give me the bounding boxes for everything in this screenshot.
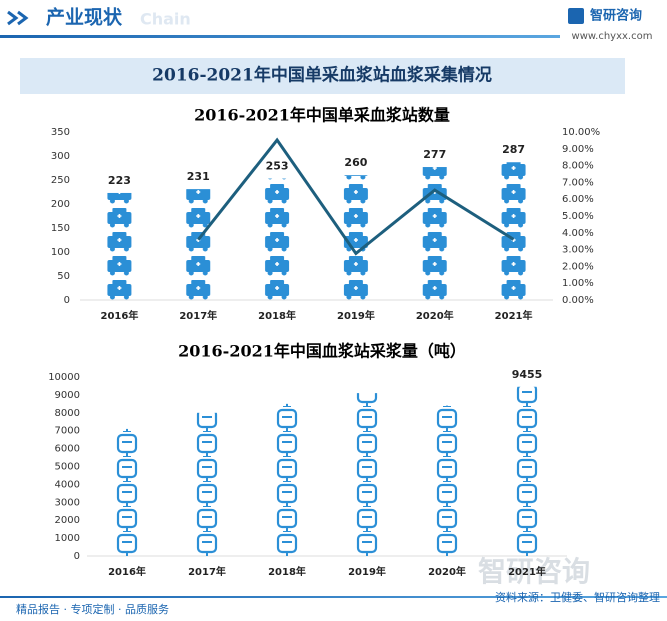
x-tick-label: 2020年: [416, 309, 454, 322]
x-tick-label: 2016年: [108, 565, 146, 578]
y2-tick-label: 10.00%: [562, 127, 600, 138]
y-tick-label: 150: [51, 223, 70, 234]
x-tick-label: 2017年: [179, 309, 217, 322]
y-tick-label: 350: [51, 127, 70, 138]
bar: [183, 412, 231, 556]
bar: [489, 162, 538, 300]
value-label: 277: [423, 148, 446, 161]
y2-tick-label: 7.00%: [562, 177, 594, 188]
header-watermark: Chain: [140, 10, 191, 29]
y-tick-label: 9000: [55, 390, 80, 401]
banner: [20, 58, 625, 94]
y-tick-label: 0: [64, 295, 70, 306]
header-rule: [0, 35, 560, 38]
chart-title: 2016-2021年中国单采血浆站数量: [194, 106, 450, 125]
y-tick-label: 0: [74, 551, 80, 562]
x-tick-label: 2020年: [428, 565, 466, 578]
y-tick-label: 6000: [55, 444, 80, 455]
footer-source: 资料来源：卫健委、智研咨询整理: [495, 590, 660, 604]
logo-url: www.chyxx.com: [572, 31, 653, 42]
y-tick-label: 3000: [55, 497, 80, 508]
y2-tick-label: 6.00%: [562, 194, 594, 205]
x-tick-label: 2017年: [188, 565, 226, 578]
y-tick-label: 200: [51, 199, 70, 210]
header-icon: [7, 10, 29, 26]
logo-icon: [568, 8, 584, 24]
y2-tick-label: 4.00%: [562, 228, 594, 239]
bar: [174, 189, 222, 300]
y2-tick-label: 2.00%: [562, 261, 594, 272]
bar: [95, 192, 144, 300]
y2-tick-label: 8.00%: [562, 161, 594, 172]
y-tick-label: 5000: [55, 462, 80, 473]
line: [197, 137, 515, 256]
value-label: 9455: [512, 368, 543, 381]
x-tick-label: 2021年: [508, 565, 546, 578]
x-tick-label: 2018年: [268, 565, 306, 578]
footer-rule: [0, 596, 667, 598]
x-tick-label: 2019年: [348, 565, 386, 578]
value-label: 260: [344, 156, 367, 169]
chart-title: 2016-2021年中国血浆站采浆量（吨）: [178, 342, 466, 361]
value-label: 223: [108, 174, 131, 187]
y-tick-label: 4000: [55, 479, 80, 490]
value-label: 287: [502, 143, 525, 156]
banner-title: 2016-2021年中国单采血浆站血浆采集情况: [152, 65, 492, 86]
x-tick-label: 2019年: [337, 309, 375, 322]
y-tick-label: 10000: [48, 372, 80, 383]
x-tick-label: 2021年: [495, 309, 533, 322]
y-tick-label: 300: [51, 151, 70, 162]
x-tick-label: 2018年: [258, 309, 296, 322]
x-tick-label: 2016年: [100, 309, 138, 322]
bar: [411, 167, 459, 300]
y-tick-label: 50: [57, 271, 70, 282]
y-tick-label: 8000: [55, 408, 80, 419]
y2-tick-label: 3.00%: [562, 245, 594, 256]
bar: [253, 178, 301, 300]
value-label: 231: [187, 170, 210, 183]
logo-name: 智研咨询: [590, 8, 642, 24]
y-tick-label: 7000: [55, 426, 80, 437]
watermark-logo: 智研咨询: [478, 555, 590, 588]
y-tick-label: 250: [51, 175, 70, 186]
header-title: 产业现状: [46, 6, 123, 29]
y2-tick-label: 9.00%: [562, 144, 594, 155]
bar: [332, 175, 380, 300]
footer-left: 精品报告 · 专项定制 · 品质服务: [16, 602, 169, 616]
value-label: 253: [266, 160, 289, 173]
y2-tick-label: 5.00%: [562, 211, 594, 222]
y2-tick-label: 0.00%: [562, 295, 594, 306]
y-tick-label: 2000: [55, 515, 80, 526]
bar: [103, 428, 151, 556]
y-tick-label: 1000: [55, 533, 80, 544]
bar: [423, 405, 471, 556]
bar: [263, 403, 311, 556]
bar: [343, 393, 391, 556]
bar: [503, 386, 551, 556]
y2-tick-label: 1.00%: [562, 278, 594, 289]
y-tick-label: 100: [51, 247, 70, 258]
